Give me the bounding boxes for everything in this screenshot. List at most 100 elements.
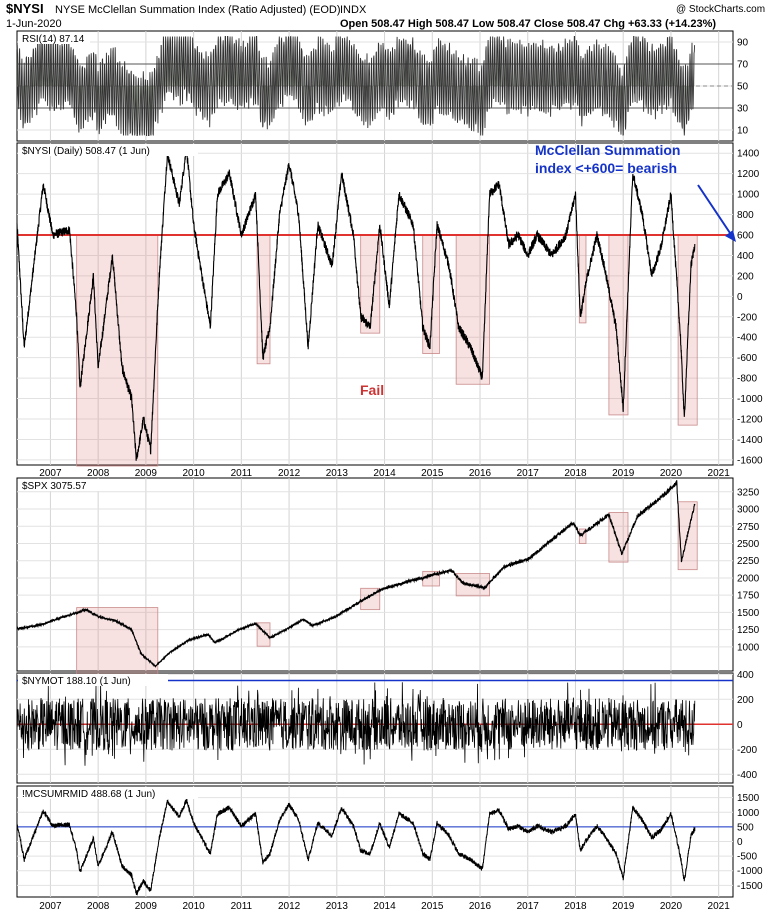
year-label: 2021 [708,901,731,912]
value-tick-label: 2250 [737,556,760,567]
year-label: 2017 [517,468,540,479]
symbol-label: $NYSI [6,1,44,16]
nysi-panel [16,142,734,466]
nysi-title: $NYSI (Daily) 508.47 (1 Jun) [22,146,150,157]
value-tick-label: 2500 [737,539,760,550]
value-tick-label: 3000 [737,505,760,516]
value-tick-label: -200 [737,312,757,323]
value-tick-label: 1250 [737,625,760,636]
year-label: 2014 [373,901,396,912]
bearish-shade-spx [76,607,159,675]
year-label: 2016 [469,901,492,912]
spx-title-bg [18,479,118,491]
index-name: NYSE McClellan Summation Index (Ratio Ad… [55,4,341,16]
bearish-shade-nysi [455,234,490,385]
value-tick-label: -1000 [737,394,763,405]
value-tick-label: 2000 [737,573,760,584]
value-tick-label: 1500 [737,793,760,804]
nysi-line [16,147,696,461]
value-tick-label: 3250 [737,487,760,498]
bearish-shade-nysi [256,234,271,365]
year-label: 2010 [182,901,205,912]
value-tick-label: 600 [737,231,754,242]
year-label: 2019 [612,468,635,479]
year-label: 2011 [231,468,253,479]
value-tick-label: 400 [737,251,754,262]
rsi-line [16,35,696,136]
note-line-2: index <+600= bearish [535,160,677,176]
grid-layer [17,31,733,897]
year-label: 2013 [326,901,349,912]
value-tick-label: -400 [737,333,757,344]
value-tick-label: 1400 [737,149,760,160]
year-label: 2017 [517,901,540,912]
ohlc-quote: Open 508.47 High 508.47 Low 508.47 Close… [340,18,716,30]
year-label: 2021 [708,468,731,479]
spx-line [16,480,696,668]
mcsumrmid-title-bg [18,787,198,799]
value-tick-label: 200 [737,695,754,706]
date-label: 1-Jun-2020 [6,18,62,30]
mcsumrmid-line [16,798,696,896]
value-tick-label: 200 [737,271,754,282]
bearish-shade-spx [608,512,629,563]
year-label: 2018 [564,468,587,479]
value-tick-label: 30 [737,104,749,115]
year-label: 2018 [564,901,587,912]
value-tick-label: -600 [737,353,757,364]
year-label: 2015 [421,901,444,912]
year-label: 2008 [87,468,110,479]
value-tick-label: -1500 [737,881,763,892]
nymot-title-bg [18,674,168,686]
year-label: 2011 [231,901,253,912]
year-label: 2016 [469,468,492,479]
year-label: 2009 [135,901,158,912]
value-tick-label: 500 [737,822,754,833]
value-tick-label: 1000 [737,808,760,819]
value-tick-label: 1000 [737,642,760,653]
note-arrow-shaft [697,184,735,240]
bearish-shade-nysi [76,234,159,467]
value-tick-label: 1750 [737,591,760,602]
value-tick-label: 0 [737,837,743,848]
series-layer [16,35,696,896]
year-label: 2020 [660,901,683,912]
annotations: Fail McClellan Summation index <+600= be… [360,142,736,398]
year-label: 2019 [612,901,635,912]
value-tick-label: 50 [737,82,749,93]
value-tick-label: -500 [737,852,757,863]
bearish-shade-spx [578,528,587,544]
year-label: 2007 [39,468,62,479]
value-tick-label: 10 [737,126,749,137]
year-label: 2009 [135,468,158,479]
value-tick-label: 800 [737,210,754,221]
value-tick-label: 90 [737,38,749,49]
note-line-1: McClellan Summation [535,142,680,158]
spx-title: $SPX 3075.57 [22,481,87,492]
year-label: 2020 [660,468,683,479]
value-tick-label: 1500 [737,608,760,619]
rsi-title: RSI(14) 87.14 [22,34,85,45]
value-tick-label: 0 [737,292,743,303]
exchange-label: INDX [340,4,367,16]
note-arrow-head [725,230,736,242]
year-label: 2013 [326,468,349,479]
year-label: 2008 [87,901,110,912]
bearish-shade-nysi [608,234,629,416]
year-label: 2012 [278,901,301,912]
value-tick-label: 400 [737,670,754,681]
year-label: 2014 [373,468,396,479]
fail-annotation: Fail [360,382,384,398]
value-tick-label: -1600 [737,455,763,466]
year-label: 2010 [182,468,205,479]
value-tick-label: -1000 [737,866,763,877]
year-label: 2012 [278,468,301,479]
value-tick-label: 0 [737,720,743,731]
panel-titles: RSI(14) 87.14 $NYSI (Daily) 508.47 (1 Ju… [18,32,198,800]
year-label: 2015 [421,468,444,479]
nymot-title: $NYMOT 188.10 (1 Jun) [22,676,131,687]
spx-panel [16,477,734,672]
value-tick-label: 1000 [737,190,760,201]
tick-layer: 2007 2007 2008 2008 2009 2009 2010 2010 2011 2011… [39,38,763,913]
